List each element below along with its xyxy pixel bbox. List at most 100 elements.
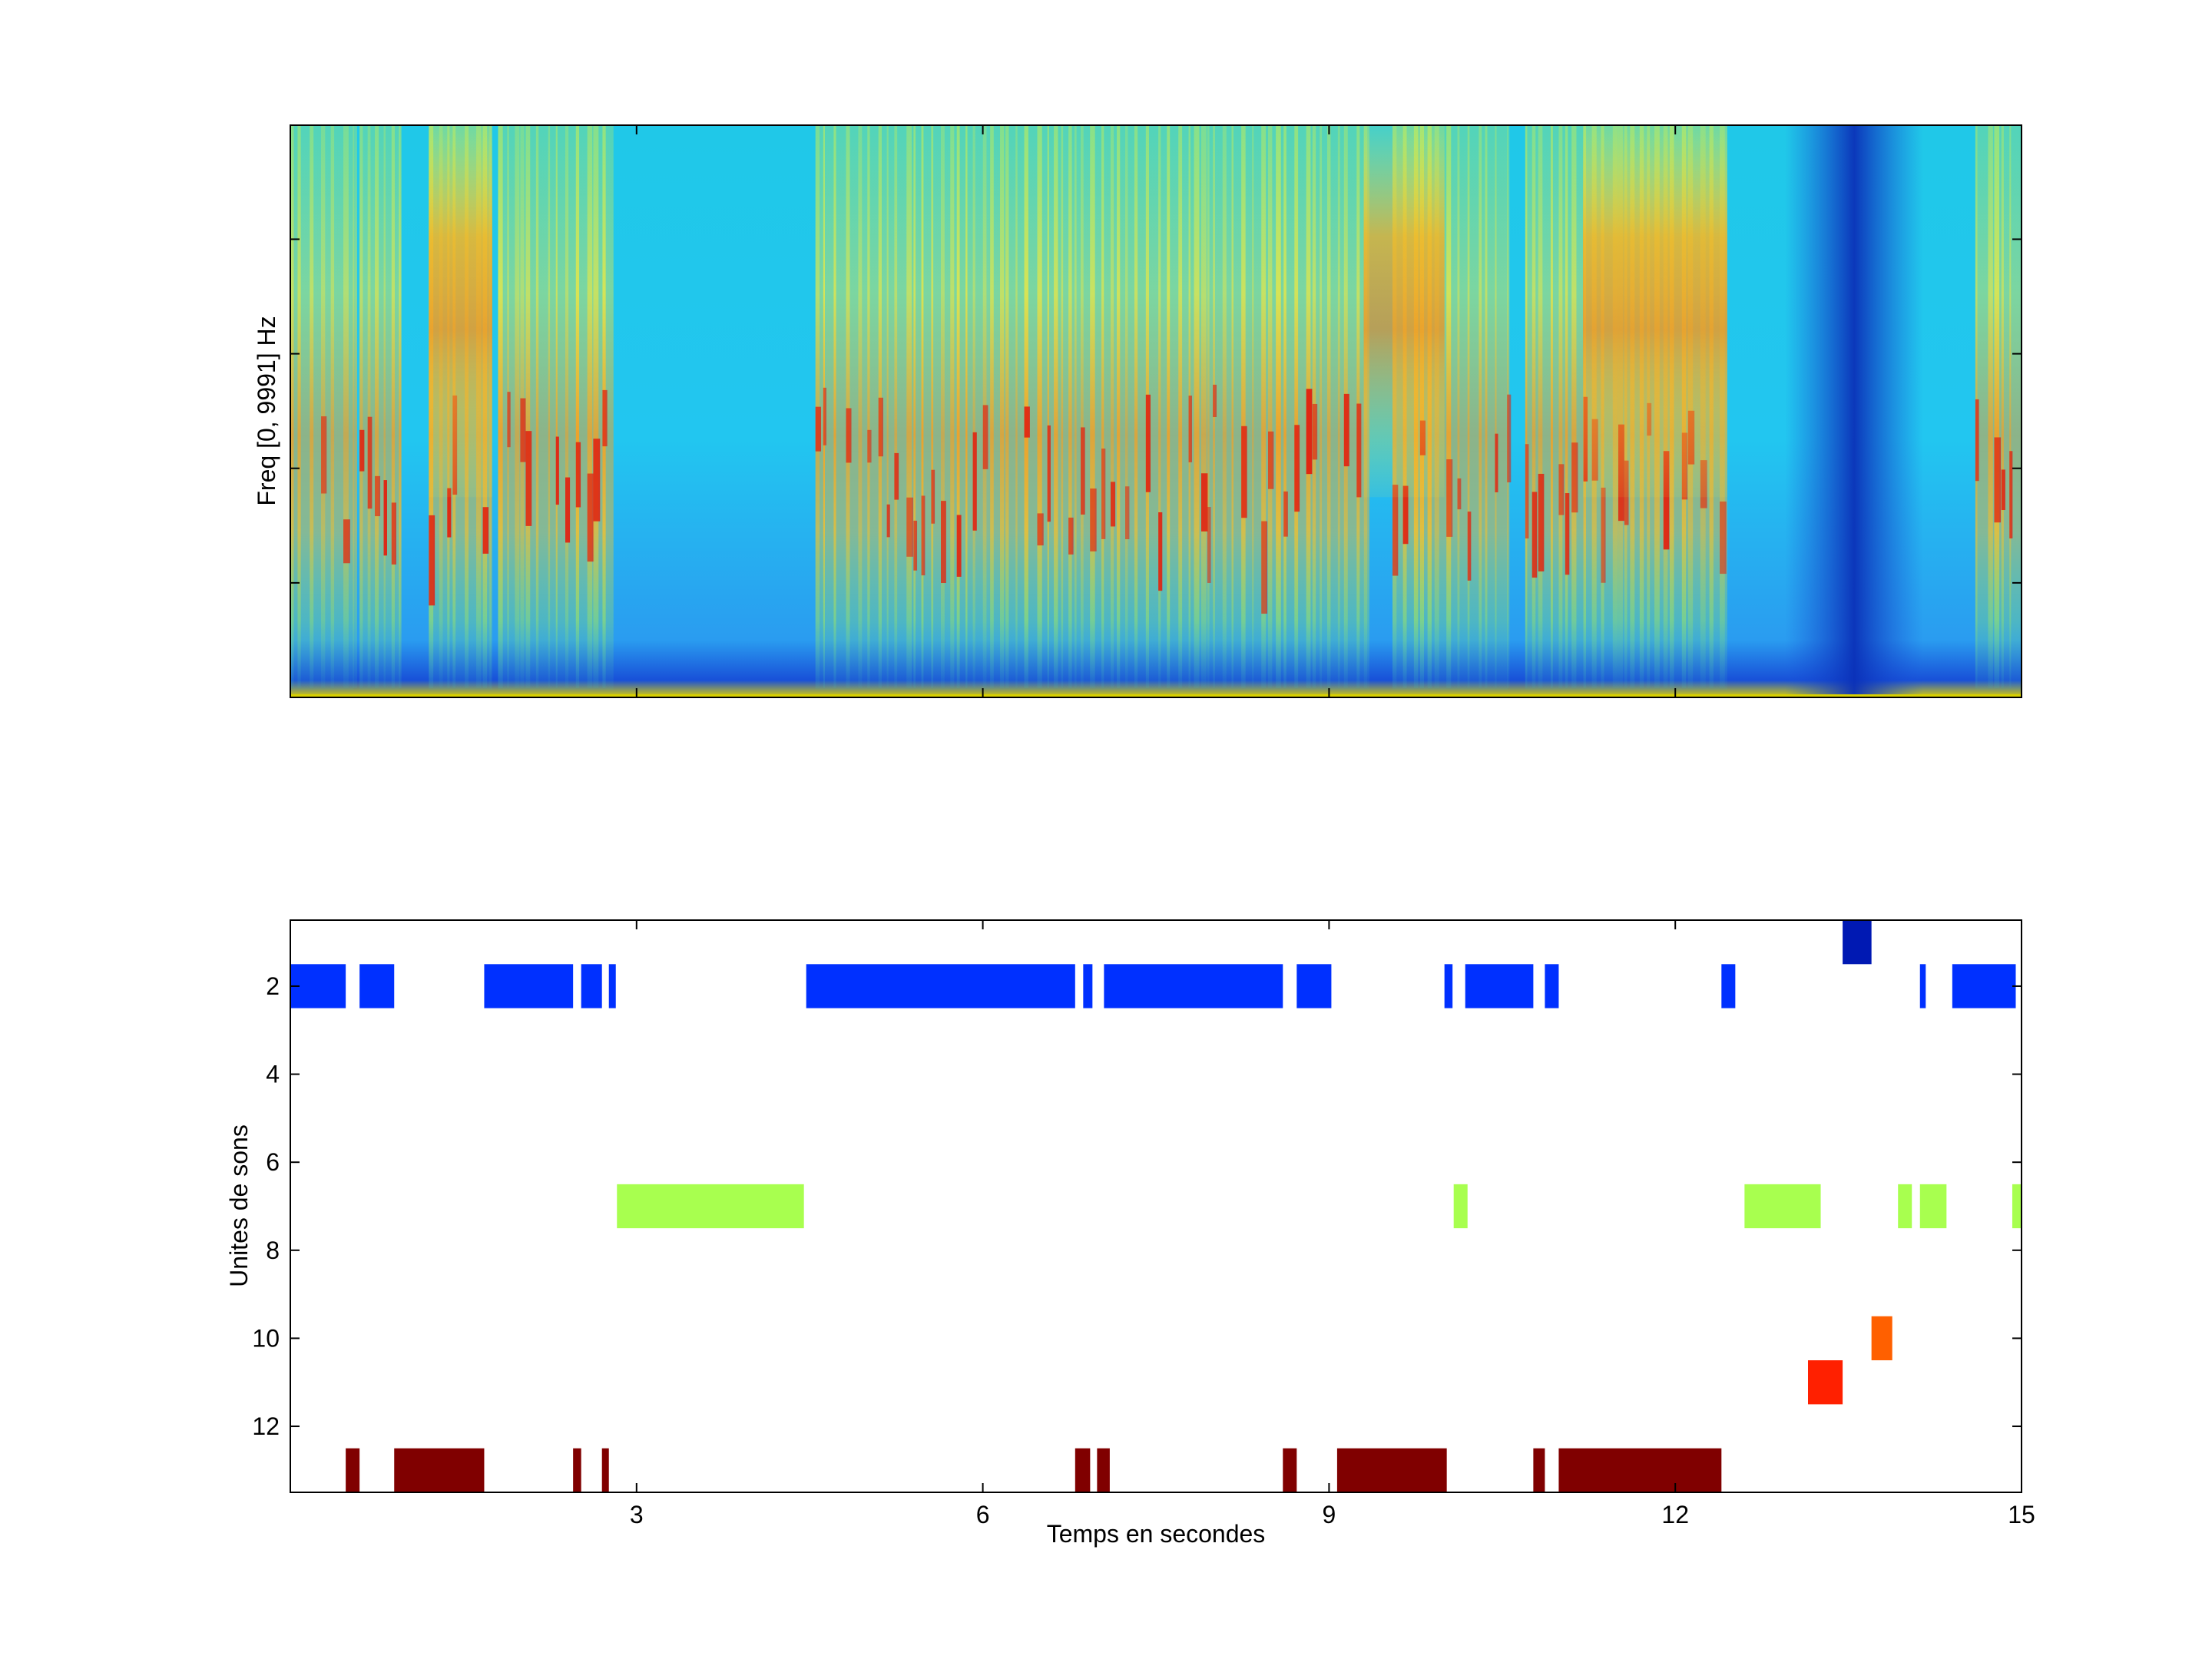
formant-striation: [1054, 125, 1058, 688]
formant-striation: [1068, 125, 1072, 688]
unit-2-segment: [1919, 964, 1926, 1008]
formant-striation: [2001, 125, 2004, 688]
energy-peak: [1994, 437, 2002, 523]
energy-peak: [367, 416, 373, 509]
formant-striation: [367, 125, 371, 688]
unit-13-segment: [1558, 1448, 1722, 1492]
formant-striation: [1110, 125, 1114, 688]
formant-striation: [990, 125, 994, 688]
formant-striation: [1194, 125, 1200, 688]
formant-striation: [498, 125, 503, 688]
unit-13-segment: [346, 1448, 360, 1492]
unit-13-segment: [1283, 1448, 1297, 1492]
formant-striation: [330, 125, 335, 688]
spectrogram-panel: Freq [0, 9991] Hz: [253, 124, 2022, 698]
unit-2-segment: [1083, 964, 1093, 1008]
energy-peak: [1110, 482, 1116, 527]
formant-striation: [2009, 125, 2012, 688]
formant-striation: [1267, 125, 1273, 688]
timeline-frame: [290, 919, 2022, 1493]
energy-peak: [982, 405, 988, 469]
formant-striation: [1047, 125, 1049, 688]
timeline-ytick-label: 8: [266, 1237, 280, 1264]
timeline-ytick-label: 4: [266, 1061, 280, 1088]
energy-peak: [972, 432, 977, 531]
energy-peak: [507, 392, 511, 448]
timeline-xtick-label: 6: [976, 1501, 990, 1528]
energy-peak: [321, 416, 327, 494]
formant-striation: [375, 125, 379, 688]
formant-striation: [297, 125, 301, 688]
energy-peak: [1081, 427, 1085, 515]
unit-13-segment: [394, 1448, 485, 1492]
energy-peak: [941, 501, 946, 583]
formant-striation: [833, 125, 836, 688]
unit-7-segment: [1453, 1184, 1468, 1229]
formant-striation: [1081, 125, 1084, 688]
formant-striation: [343, 125, 349, 688]
harmonic-region: [1363, 125, 1445, 498]
formant-striation: [1337, 125, 1340, 688]
formant-striation: [1005, 125, 1009, 688]
timeline-xtick-label: 3: [630, 1501, 644, 1528]
energy-peak: [1525, 444, 1529, 539]
formant-striation: [1525, 125, 1528, 688]
formant-striation: [1222, 125, 1227, 688]
formant-striation: [1457, 125, 1460, 688]
formant-striation: [867, 125, 870, 688]
energy-peak: [931, 469, 935, 524]
energy-peak: [1047, 425, 1051, 522]
energy-peak: [1446, 459, 1453, 537]
energy-peak: [1532, 492, 1538, 578]
formant-striation: [1074, 125, 1077, 688]
formant-striation: [321, 125, 326, 688]
energy-peak: [429, 515, 435, 606]
energy-peak: [894, 452, 899, 500]
formant-striation: [383, 125, 386, 688]
formant-striation: [1231, 125, 1233, 688]
formant-striation: [972, 125, 975, 688]
harmonic-region: [429, 125, 492, 498]
energy-peak: [1188, 396, 1193, 462]
low-energy-column: [1785, 125, 1924, 697]
energy-peak: [1402, 485, 1409, 545]
formant-striation: [1326, 125, 1331, 688]
formant-striation: [1241, 125, 1246, 688]
energy-peak: [1457, 478, 1462, 510]
energy-peak: [846, 408, 852, 463]
formant-striation: [1571, 125, 1577, 688]
formant-striation: [535, 125, 539, 688]
formant-striation: [1090, 125, 1095, 688]
energy-peak: [823, 387, 826, 445]
formant-striation: [1446, 125, 1452, 688]
energy-peak: [1720, 501, 1727, 575]
formant-striation: [950, 125, 955, 688]
formant-striation: [1178, 125, 1183, 688]
timeline-ytick-label: 2: [266, 972, 280, 1000]
energy-peak: [1538, 473, 1545, 571]
formant-striation: [1252, 125, 1254, 688]
formant-striation: [1101, 125, 1104, 688]
formant-striation: [886, 125, 889, 688]
formant-striation: [399, 125, 402, 688]
timeline-xtick-label: 9: [1323, 1501, 1336, 1528]
unit-13-segment: [1075, 1448, 1091, 1492]
formant-striation: [965, 125, 968, 688]
unit-2-segment: [806, 964, 1075, 1008]
formant-striation: [815, 125, 820, 688]
energy-peak: [359, 429, 365, 472]
formant-striation: [1000, 125, 1005, 688]
unit-2-segment: [1952, 964, 2016, 1008]
unit-2-segment: [290, 964, 346, 1008]
energy-peak: [1158, 512, 1163, 591]
energy-peak: [1975, 399, 1979, 482]
unit-2-segment: [581, 964, 602, 1008]
energy-peak: [1124, 486, 1130, 540]
unit-7-segment: [2012, 1184, 2022, 1229]
energy-peak: [1090, 488, 1097, 551]
unit-7-segment: [1898, 1184, 1912, 1229]
formant-striation: [894, 125, 898, 688]
formant-striation: [575, 125, 580, 688]
energy-peak: [1213, 384, 1217, 417]
unit-2-segment: [359, 964, 395, 1008]
